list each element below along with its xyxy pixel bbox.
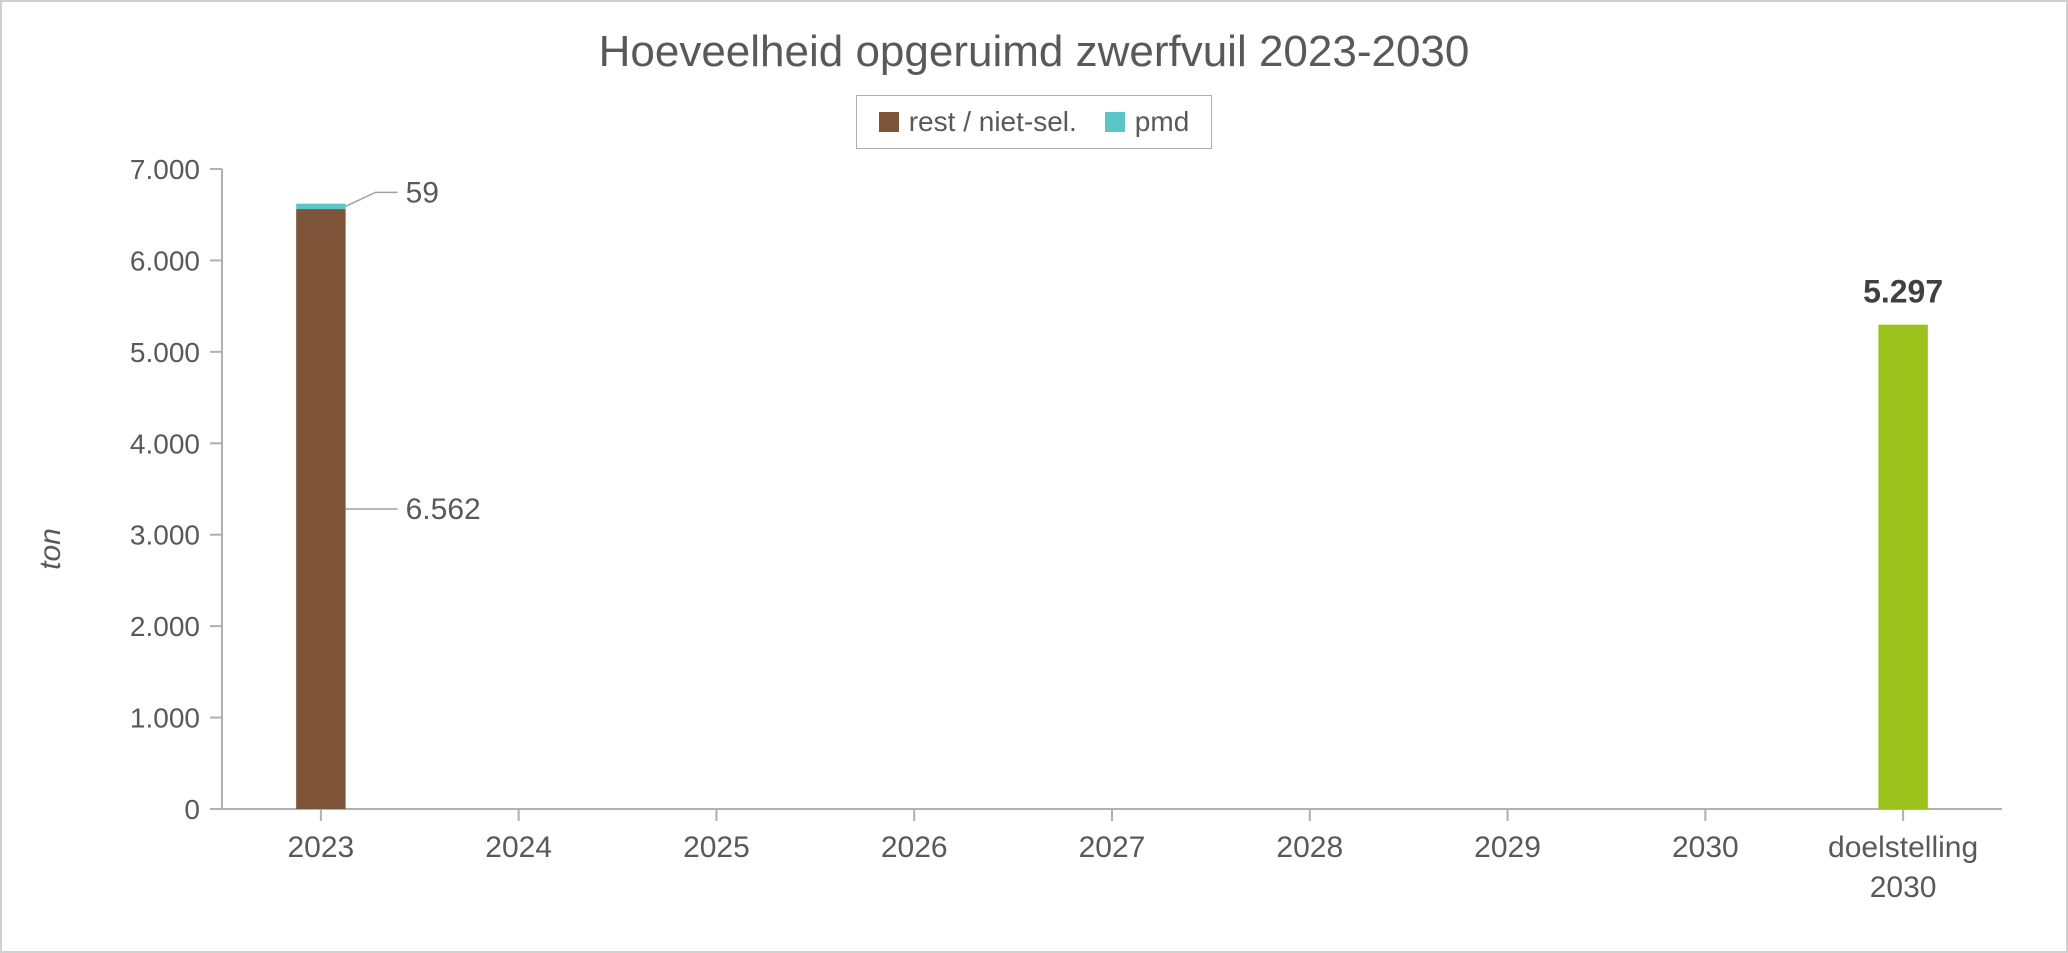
x-category-label: 2027 [1079, 831, 1146, 864]
legend-label-rest: rest / niet-sel. [909, 106, 1077, 138]
x-category-label: 2023 [288, 831, 355, 864]
data-label-pmd: 59 [406, 176, 439, 209]
legend-item-rest: rest / niet-sel. [879, 106, 1077, 138]
plot-wrapper: ton 0 1.000 2.000 3.000 4.000 5.000 6.000 7.000… [22, 159, 2046, 939]
x-category-label: 2024 [485, 831, 552, 864]
y-axis-label: ton [34, 528, 68, 570]
legend: rest / niet-sel. pmd [856, 95, 1213, 149]
bar-rest-2023 [296, 209, 345, 809]
x-category-label: 2029 [1474, 831, 1541, 864]
x-category-label: doelstelling [1828, 831, 1978, 864]
legend-swatch-pmd [1105, 112, 1125, 132]
y-tick-label: 3.000 [130, 520, 200, 551]
y-tick-label: 5.000 [130, 337, 200, 368]
x-category-label: 2030 [1870, 871, 1937, 904]
y-tick-label: 1.000 [130, 703, 200, 734]
legend-item-pmd: pmd [1105, 106, 1189, 138]
x-category-label: 2025 [683, 831, 750, 864]
y-tick-label: 2.000 [130, 611, 200, 642]
data-label-target: 5.297 [1863, 274, 1943, 310]
bar-target-2030 [1878, 325, 1927, 809]
y-tick-label: 6.000 [130, 245, 200, 276]
legend-label-pmd: pmd [1135, 106, 1189, 138]
y-tick-label: 7.000 [130, 159, 200, 185]
chart-container: Hoeveelheid opgeruimd zwerfvuil 2023-203… [0, 0, 2068, 953]
x-category-label: 2026 [881, 831, 948, 864]
x-category-label: 2028 [1276, 831, 1343, 864]
y-tick-label: 4.000 [130, 428, 200, 459]
x-category-label: 2030 [1672, 831, 1739, 864]
y-tick-label: 0 [184, 794, 200, 825]
bar-pmd-2023 [296, 204, 345, 209]
leader-pmd [346, 192, 398, 206]
data-label-rest: 6.562 [406, 493, 481, 526]
legend-swatch-rest [879, 112, 899, 132]
plot-area: 0 1.000 2.000 3.000 4.000 5.000 6.000 7.000 2023… [102, 159, 2042, 939]
chart-title: Hoeveelheid opgeruimd zwerfvuil 2023-203… [22, 27, 2046, 77]
